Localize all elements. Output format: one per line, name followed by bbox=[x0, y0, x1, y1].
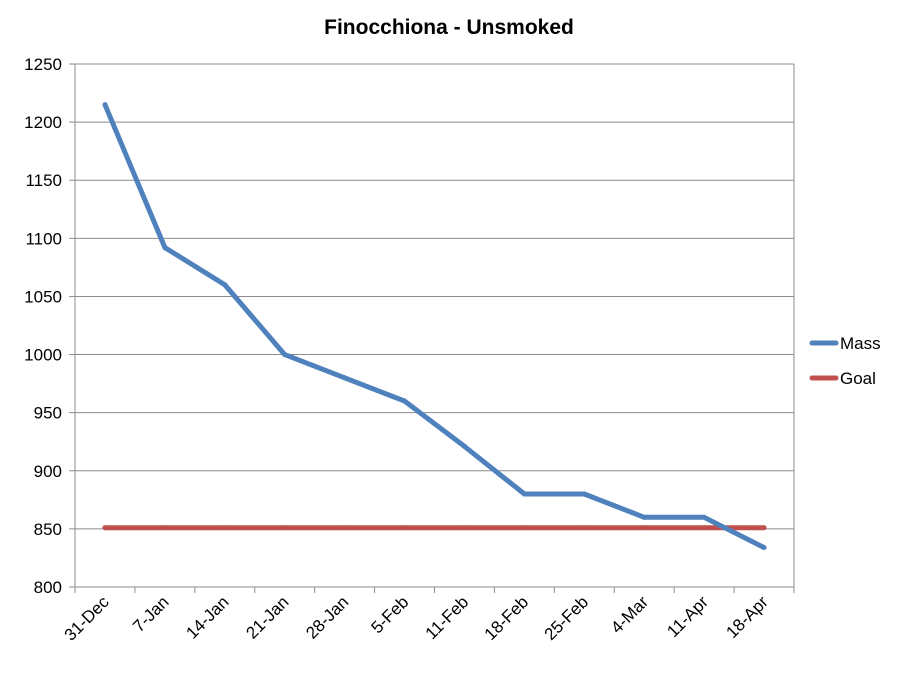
y-tick-label: 850 bbox=[34, 520, 62, 539]
data-point-mass bbox=[641, 514, 647, 520]
data-point-goal bbox=[581, 525, 587, 531]
series-line-mass bbox=[102, 102, 767, 550]
legend-label-mass: Mass bbox=[840, 334, 881, 353]
data-point-goal bbox=[102, 525, 108, 531]
data-point-mass bbox=[402, 398, 407, 404]
data-point-mass bbox=[701, 514, 707, 520]
y-tick-label: 1250 bbox=[24, 55, 62, 74]
x-tick-label: 11-Apr bbox=[663, 592, 712, 641]
y-axis: 800 850 900 950 1000 1050 1100 1150 1200 1250 bbox=[24, 55, 795, 597]
y-tick-label: 1000 bbox=[24, 346, 62, 365]
x-tick-label: 25-Feb bbox=[541, 592, 593, 644]
x-axis: 31-Dec 7-Jan 14-Jan 21-Jan 28-Jan 5-Feb 11-Feb… bbox=[61, 586, 795, 645]
data-point-goal bbox=[402, 525, 407, 531]
data-point-mass bbox=[581, 491, 587, 497]
data-point-goal bbox=[761, 525, 767, 531]
y-tick-label: 800 bbox=[34, 578, 62, 597]
data-point-mass bbox=[102, 102, 108, 108]
data-point-mass bbox=[521, 491, 527, 497]
series-group bbox=[102, 102, 767, 550]
data-point-goal bbox=[701, 525, 707, 531]
data-point-mass bbox=[162, 245, 168, 251]
data-point-goal bbox=[342, 525, 348, 531]
data-point-goal bbox=[162, 525, 168, 531]
gridlines bbox=[75, 63, 794, 588]
x-tick-label: 18-Feb bbox=[481, 592, 533, 644]
x-tick-label: 4-Mar bbox=[607, 592, 652, 637]
x-tick-label: 11-Feb bbox=[422, 592, 473, 643]
legend: Mass Goal bbox=[809, 334, 881, 388]
data-point-goal bbox=[222, 525, 228, 531]
data-point-goal bbox=[641, 525, 647, 531]
x-tick-label: 7-Jan bbox=[129, 592, 173, 636]
data-point-goal bbox=[462, 525, 467, 531]
x-tick-label: 18-Apr bbox=[722, 592, 772, 642]
data-point-goal bbox=[521, 525, 527, 531]
legend-label-goal: Goal bbox=[840, 369, 876, 388]
x-tick-label: 31-Dec bbox=[61, 592, 114, 645]
x-tick-label: 5-Feb bbox=[368, 592, 413, 637]
x-tick-label: 14-Jan bbox=[182, 592, 232, 642]
y-tick-label: 950 bbox=[34, 404, 62, 423]
chart-title: Finocchiona - Unsmoked bbox=[324, 16, 574, 39]
data-point-mass bbox=[462, 443, 467, 449]
data-point-mass bbox=[761, 545, 767, 550]
y-tick-label: 900 bbox=[34, 462, 62, 481]
data-point-goal bbox=[282, 525, 288, 531]
x-tick-label: 21-Jan bbox=[242, 592, 292, 642]
y-tick-label: 1200 bbox=[24, 113, 62, 132]
x-tick-label: 28-Jan bbox=[302, 592, 352, 642]
y-tick-label: 1100 bbox=[25, 229, 62, 248]
data-point-mass bbox=[222, 282, 228, 288]
y-tick-label: 1150 bbox=[25, 171, 62, 190]
data-point-mass bbox=[342, 375, 348, 381]
y-tick-label: 1050 bbox=[24, 287, 62, 306]
data-point-mass bbox=[282, 352, 288, 358]
